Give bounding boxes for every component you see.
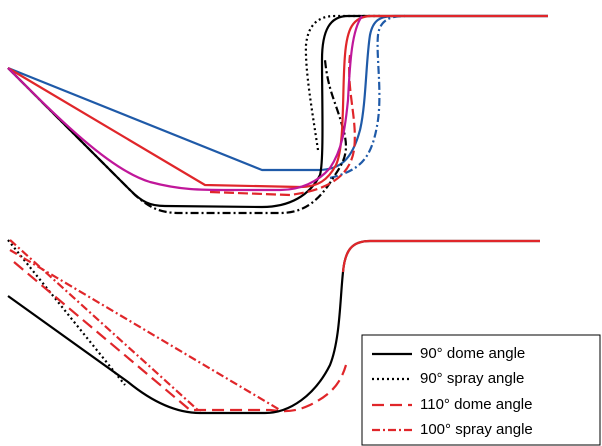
black-dash-dot — [7, 59, 348, 215]
blue-solid — [7, 14, 548, 172]
legend-label: 90° dome angle — [420, 345, 525, 362]
black-solid — [7, 14, 548, 209]
legend-label: 100° spray angle — [420, 421, 533, 438]
black-dotted — [304, 14, 380, 151]
red-solid-top — [341, 239, 540, 273]
legend-box — [361, 334, 601, 446]
legend: 90° dome angle 90° spray angle 110° dome… — [361, 334, 601, 446]
magenta-solid — [7, 15, 363, 192]
red-dash-dot-1 — [9, 239, 201, 413]
blue-dash-dot — [329, 14, 406, 180]
red-dash-dot-2 — [9, 249, 281, 411]
red-dashed — [209, 54, 356, 197]
legend-label: 90° spray angle — [420, 370, 524, 387]
black-dotted — [7, 239, 126, 386]
red-dashed — [13, 261, 348, 413]
legend-label: 110° dome angle — [420, 396, 532, 413]
bottom-profiles — [7, 239, 540, 415]
top-profiles — [7, 14, 548, 215]
red-solid — [7, 14, 548, 189]
